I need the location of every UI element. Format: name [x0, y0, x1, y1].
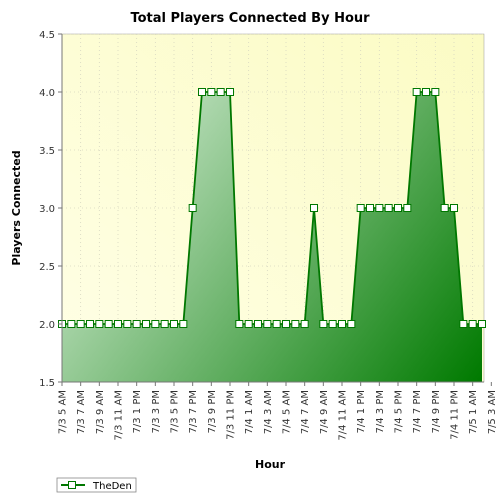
x-tick-label: 7/5 1 AM — [468, 390, 479, 434]
x-tick-label: 7/3 11 AM — [114, 390, 125, 441]
data-point-marker — [254, 320, 262, 328]
series-line — [62, 91, 482, 325]
x-tick-label: 7/4 7 AM — [300, 390, 311, 434]
x-tick-label: 7/3 5 AM — [58, 390, 69, 434]
x-tick-label: 7/3 9 AM — [95, 390, 106, 434]
y-tick-label: 2.0 — [39, 320, 55, 331]
data-point-marker — [375, 204, 384, 212]
data-point-marker — [244, 320, 253, 328]
data-point-marker — [216, 88, 225, 96]
y-axis-ticks: 1.5 2.0 2.5 3.0 3.5 4.0 4.5 — [39, 30, 62, 389]
data-point-marker — [235, 320, 244, 328]
x-tick-label: 7/5 3 AM — [487, 390, 498, 434]
x-tick-label: 7/3 5 PM — [170, 390, 181, 433]
data-point-marker — [170, 320, 178, 328]
data-point-marker — [347, 320, 356, 328]
y-tick-label: 4.0 — [39, 88, 55, 99]
data-point-marker — [207, 88, 216, 96]
data-point-marker — [226, 88, 234, 96]
x-tick-label: 7/4 5 PM — [394, 390, 405, 433]
y-tick-label: 1.5 — [39, 378, 55, 389]
data-point-marker — [384, 204, 393, 212]
data-point-marker — [263, 320, 272, 328]
x-tick-label: 7/3 7 PM — [188, 390, 199, 433]
data-point-marker — [123, 320, 132, 328]
y-tick-label: 3.0 — [39, 204, 55, 215]
x-tick-label: 7/4 11 AM — [338, 390, 349, 441]
data-point-marker — [104, 320, 113, 328]
legend-box — [56, 477, 137, 493]
chart-title: Total Players Connected By Hour — [130, 11, 370, 26]
x-tick-label: 7/3 7 AM — [76, 390, 87, 434]
x-tick-label: 7/3 3 PM — [151, 390, 162, 433]
data-point-marker — [291, 320, 300, 328]
data-point-marker — [67, 320, 76, 328]
series-area-fill — [62, 92, 482, 382]
legend: TheDen — [56, 477, 137, 493]
data-point-marker — [440, 204, 449, 212]
data-point-marker — [468, 320, 477, 328]
data-point-marker — [422, 88, 430, 96]
legend-marker-swatch — [68, 481, 76, 489]
data-point-marker — [300, 320, 309, 328]
x-tick-label: 7/4 1 PM — [356, 390, 367, 433]
x-tick-label: 7/4 5 AM — [282, 390, 293, 434]
series-area — [58, 88, 486, 382]
x-tick-label: 7/4 3 AM — [263, 390, 274, 434]
data-point-marker — [450, 204, 458, 212]
x-tick-label: 7/4 1 AM — [244, 390, 255, 434]
data-point-marker — [114, 320, 122, 328]
legend-label: TheDen — [92, 481, 132, 492]
data-point-marker — [394, 204, 402, 212]
data-point-marker — [431, 88, 440, 96]
x-tick-label: 7/4 9 PM — [431, 390, 442, 433]
data-point-marker — [459, 320, 468, 328]
data-point-marker — [198, 88, 206, 96]
data-point-marker — [338, 320, 346, 328]
data-point-marker — [95, 320, 104, 328]
x-axis-title: Hour — [255, 458, 286, 471]
data-point-marker — [160, 320, 169, 328]
x-tick-label: 7/3 9 PM — [207, 390, 218, 433]
y-tick-label: 2.5 — [39, 262, 55, 273]
data-point-marker — [310, 204, 318, 212]
data-point-marker — [86, 320, 94, 328]
data-point-marker — [179, 320, 188, 328]
x-tick-label: 7/4 9 AM — [319, 390, 330, 434]
data-point-marker — [328, 320, 337, 328]
y-tick-label: 3.5 — [39, 146, 55, 157]
data-point-marker — [356, 204, 365, 212]
data-point-marker — [282, 320, 290, 328]
data-point-marker — [366, 204, 374, 212]
data-point-marker — [132, 320, 141, 328]
data-point-marker — [151, 320, 160, 328]
data-point-marker — [412, 88, 421, 96]
y-tick-label: 4.5 — [39, 30, 55, 41]
data-point-marker — [142, 320, 150, 328]
x-tick-label: 7/4 7 PM — [412, 390, 423, 433]
x-tick-label: 7/4 11 PM — [450, 390, 461, 440]
x-axis-ticks: 7/3 5 AM 7/3 7 AM 7/3 9 AM 7/3 11 AM 7/3 1 P… — [58, 382, 498, 441]
data-point-marker — [188, 204, 197, 212]
data-point-marker — [319, 320, 328, 328]
data-point-marker — [76, 320, 85, 328]
x-tick-label: 7/3 1 PM — [132, 390, 143, 433]
data-point-marker — [272, 320, 281, 328]
x-tick-label: 7/3 11 PM — [226, 390, 237, 440]
data-point-marker — [478, 320, 486, 328]
x-tick-label: 7/4 3 PM — [375, 390, 386, 433]
data-point-marker — [403, 204, 412, 212]
y-axis-title: Players Connected — [10, 150, 23, 265]
